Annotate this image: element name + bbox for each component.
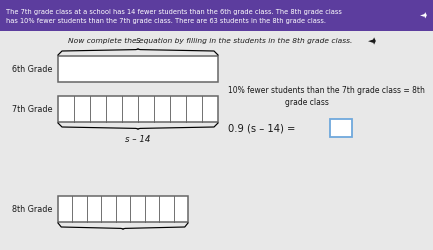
Text: 7th Grade: 7th Grade — [12, 105, 52, 114]
Text: has 10% fewer students than the 7th grade class. There are 63 students in the 8t: has 10% fewer students than the 7th grad… — [6, 18, 326, 24]
Text: grade class: grade class — [285, 98, 329, 107]
Text: 8th Grade: 8th Grade — [12, 205, 52, 214]
Text: s – 14: s – 14 — [125, 134, 151, 143]
Bar — [58, 57, 218, 83]
Bar — [0, 0, 433, 32]
Text: 6th Grade: 6th Grade — [12, 65, 52, 74]
Text: Now complete the equation by filling in the students in the 8th grade class.: Now complete the equation by filling in … — [68, 38, 352, 44]
Text: The 7th grade class at a school has 14 fewer students than the 6th grade class. : The 7th grade class at a school has 14 f… — [6, 9, 342, 15]
Bar — [58, 96, 218, 122]
Text: 10% fewer students than the 7th grade class = 8th: 10% fewer students than the 7th grade cl… — [228, 86, 425, 95]
Bar — [58, 196, 188, 222]
Bar — [330, 120, 352, 138]
Text: ◄⧫: ◄⧫ — [368, 37, 377, 44]
Text: ◄⧫: ◄⧫ — [420, 13, 428, 19]
Text: 0.9 (s – 14) =: 0.9 (s – 14) = — [228, 124, 295, 134]
Text: s: s — [136, 36, 140, 45]
